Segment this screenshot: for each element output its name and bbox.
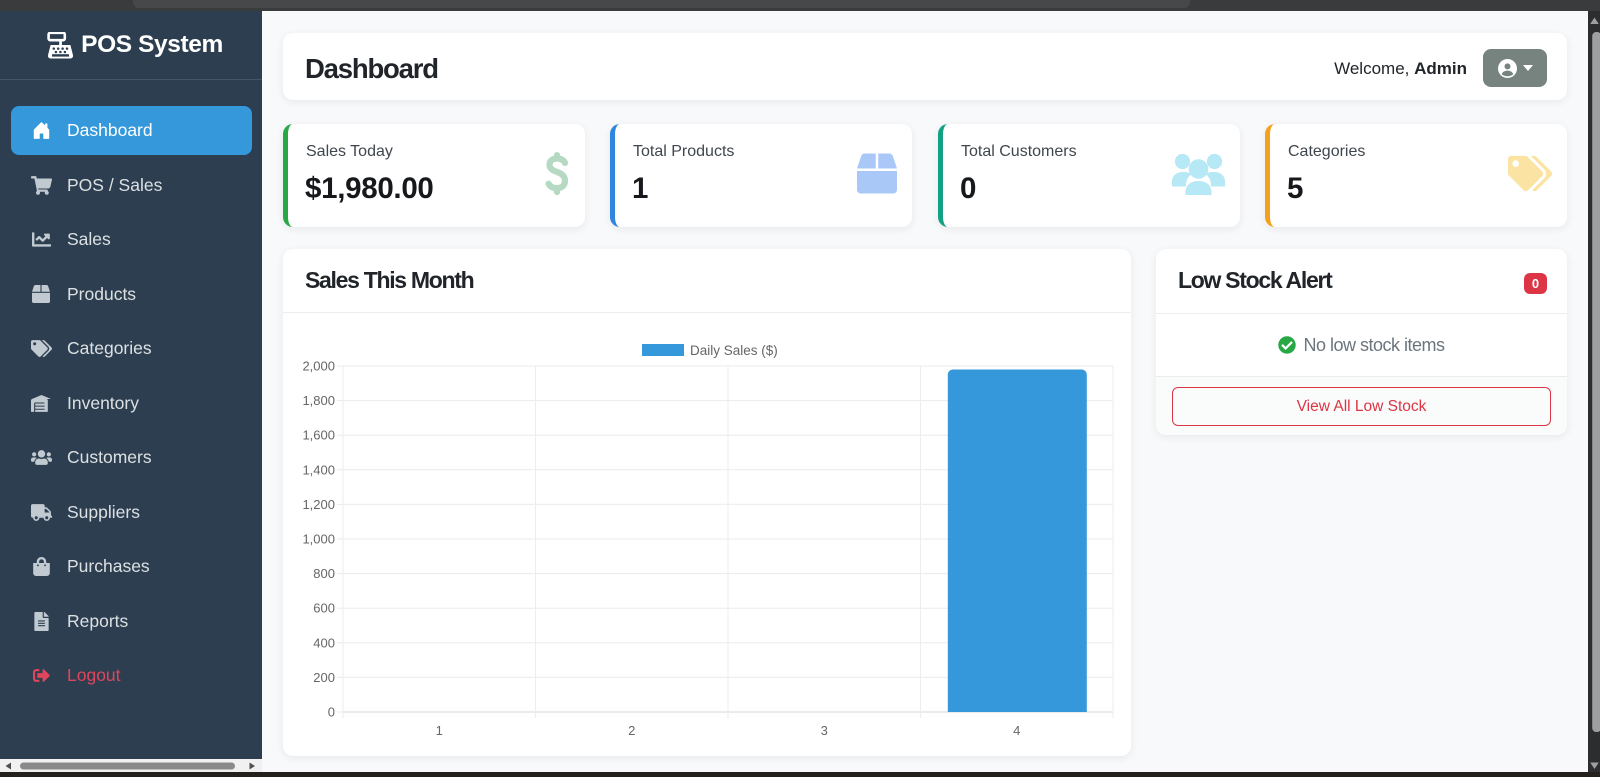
svg-text:3: 3	[821, 723, 828, 738]
svg-text:1,600: 1,600	[302, 428, 335, 443]
svg-text:200: 200	[313, 670, 335, 685]
svg-text:600: 600	[313, 601, 335, 616]
svg-text:4: 4	[1013, 723, 1020, 738]
svg-text:1,000: 1,000	[302, 532, 335, 547]
svg-text:1,400: 1,400	[302, 462, 335, 477]
svg-text:2,000: 2,000	[302, 359, 335, 374]
svg-text:Daily Sales ($): Daily Sales ($)	[690, 343, 778, 358]
svg-text:1,800: 1,800	[302, 393, 335, 408]
svg-text:0: 0	[328, 705, 335, 720]
svg-text:1,200: 1,200	[302, 497, 335, 512]
svg-text:800: 800	[313, 566, 335, 581]
svg-text:400: 400	[313, 635, 335, 650]
svg-text:2: 2	[628, 723, 635, 738]
svg-text:1: 1	[436, 723, 443, 738]
